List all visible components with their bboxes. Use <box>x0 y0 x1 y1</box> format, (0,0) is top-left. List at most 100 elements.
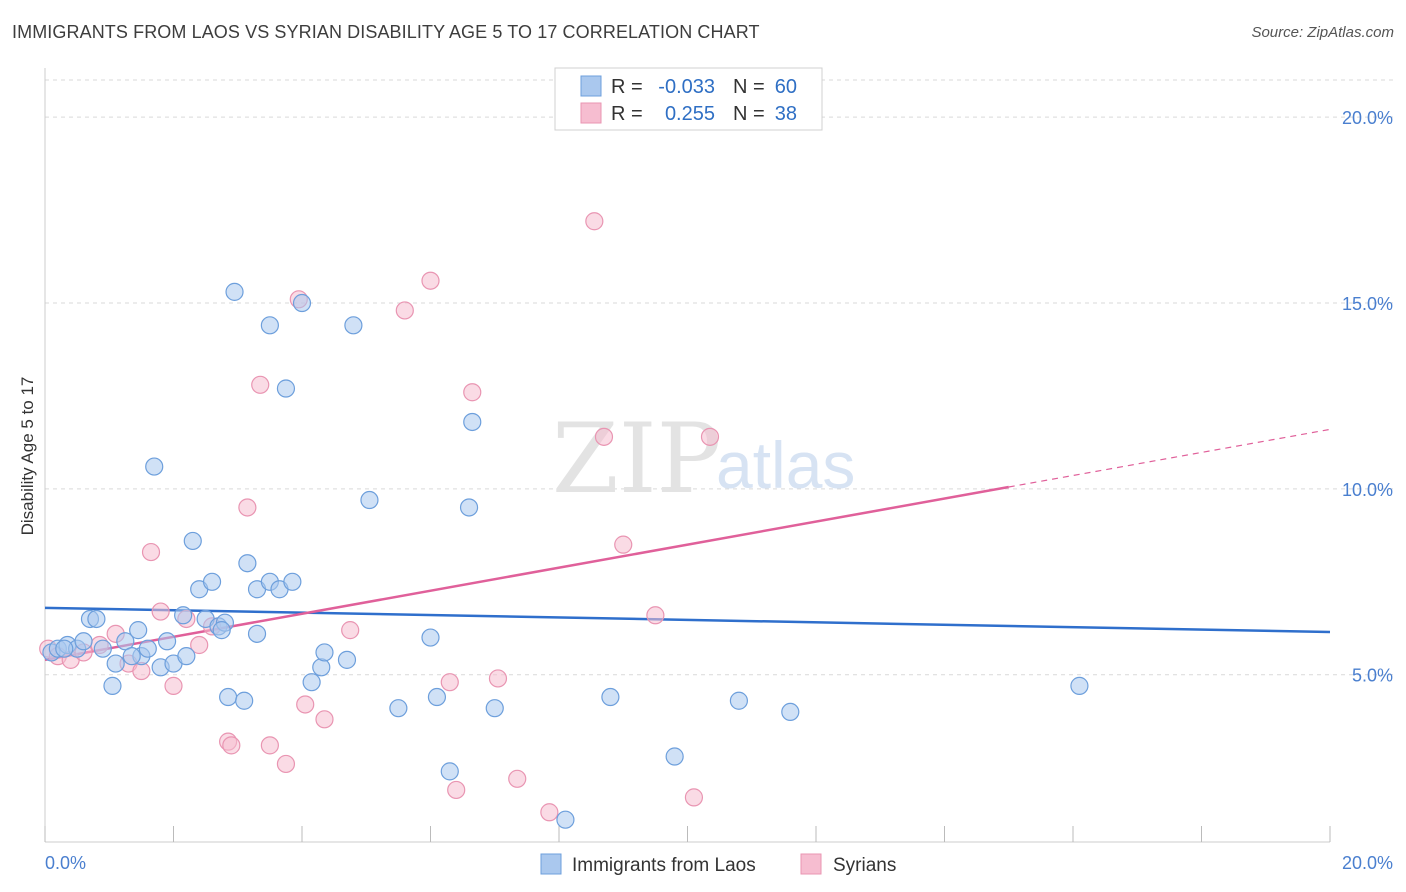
data-point-pink <box>141 542 161 562</box>
data-point-blue <box>103 676 122 695</box>
data-point-pink <box>251 375 270 394</box>
data-point-blue <box>157 632 177 651</box>
legend-n-value-syrians: 38 <box>775 103 797 125</box>
data-point-blue <box>665 747 684 766</box>
data-point-pink <box>260 736 279 755</box>
data-point-blue <box>55 639 74 658</box>
series-syrians-points <box>39 212 720 822</box>
source-credit: Source: ZipAtlas.com <box>1251 24 1394 41</box>
data-point-blue <box>459 498 479 517</box>
data-point-blue <box>729 691 749 710</box>
data-point-blue <box>129 621 148 640</box>
legend-n-label-syrians: N = <box>733 103 765 125</box>
data-point-blue <box>74 632 93 651</box>
data-point-pink <box>508 769 527 788</box>
data-point-pink <box>594 427 614 446</box>
legend-swatch-syrians <box>580 102 602 124</box>
axes <box>44 68 1331 843</box>
data-point-blue <box>337 650 357 669</box>
data-point-blue <box>1070 676 1089 695</box>
data-point-blue <box>247 624 267 643</box>
data-point-blue <box>174 606 193 625</box>
data-point-blue <box>360 490 379 510</box>
data-point-blue <box>283 572 302 591</box>
y-tick-label: 20.0% <box>1342 108 1393 128</box>
trend-line-blue <box>44 606 1331 634</box>
data-point-blue <box>138 639 157 658</box>
data-point-blue <box>440 762 459 781</box>
data-point-pink <box>540 803 559 822</box>
series-legend-swatch-laos <box>540 853 562 875</box>
y-tick-labels: 5.0% 10.0% 15.0% 20.0% <box>1342 108 1393 686</box>
data-point-blue <box>601 687 620 707</box>
legend-r-label-laos: R = <box>611 76 643 98</box>
legend-r-label-syrians: R = <box>611 103 643 125</box>
grid-lines <box>45 79 1393 676</box>
data-point-pink <box>585 212 604 231</box>
legend-swatch-laos <box>580 75 602 97</box>
data-point-blue <box>389 699 408 718</box>
data-point-blue <box>122 647 141 666</box>
data-point-blue <box>556 810 575 829</box>
y-tick-label: 15.0% <box>1342 294 1393 314</box>
data-point-blue <box>427 687 447 707</box>
data-point-pink <box>440 673 459 692</box>
series-legend-label-laos: Immigrants from Laos <box>572 855 756 876</box>
data-point-pink <box>447 780 466 800</box>
data-point-pink <box>341 621 360 640</box>
data-point-blue <box>292 293 312 313</box>
data-point-blue <box>93 639 112 658</box>
x-tick-label-min: 0.0% <box>45 853 86 873</box>
data-point-blue <box>238 554 257 573</box>
watermark-atlas: atlas <box>716 428 855 502</box>
watermark-zip: ZIP <box>552 403 721 515</box>
data-point-blue <box>421 628 440 647</box>
data-point-blue <box>177 647 196 666</box>
trend-line-pink <box>44 485 1009 662</box>
legend-r-value-laos: -0.033 <box>658 76 715 98</box>
data-point-pink <box>700 427 720 446</box>
data-point-blue <box>315 643 334 662</box>
legend-n-value-laos: 60 <box>775 76 797 98</box>
data-point-pink <box>296 695 315 714</box>
data-point-blue <box>225 282 244 301</box>
data-point-pink <box>276 754 296 774</box>
data-point-blue <box>312 658 331 677</box>
data-point-blue <box>87 609 106 629</box>
data-point-blue <box>219 687 238 707</box>
data-point-blue <box>302 673 321 692</box>
data-point-pink <box>395 301 414 320</box>
data-point-blue <box>202 572 222 591</box>
y-tick-label: 5.0% <box>1352 666 1393 686</box>
data-point-blue <box>485 699 504 718</box>
data-point-pink <box>488 669 508 688</box>
data-point-pink <box>238 498 257 517</box>
series-legend-label-syrians: Syrians <box>833 855 896 876</box>
data-point-pink <box>315 710 334 729</box>
legend-n-label-laos: N = <box>733 76 765 98</box>
data-point-blue <box>276 379 296 398</box>
data-point-blue <box>463 412 482 432</box>
data-point-pink <box>164 676 183 695</box>
stats-legend: R = -0.033 N = 60 R = 0.255 N = 38 <box>554 67 823 131</box>
series-legend-swatch-syrians <box>800 853 822 875</box>
data-point-blue <box>344 316 363 335</box>
data-point-pink <box>151 602 170 621</box>
trend-line-extension-pink <box>1008 428 1331 488</box>
y-tick-label: 10.0% <box>1342 480 1393 500</box>
x-tick-label-max: 20.0% <box>1342 853 1393 873</box>
data-point-blue <box>145 457 164 476</box>
data-point-pink <box>222 736 241 755</box>
data-point-blue <box>260 316 279 335</box>
data-point-blue <box>212 621 231 640</box>
data-point-blue <box>235 691 254 710</box>
data-point-pink <box>421 271 440 290</box>
data-point-pink <box>463 383 482 402</box>
data-point-blue <box>106 654 125 673</box>
y-axis-label: Disability Age 5 to 17 <box>18 377 37 536</box>
data-point-pink <box>684 788 704 807</box>
data-point-blue <box>781 702 800 722</box>
watermark: ZIP atlas <box>552 403 855 515</box>
data-point-blue <box>183 531 202 551</box>
